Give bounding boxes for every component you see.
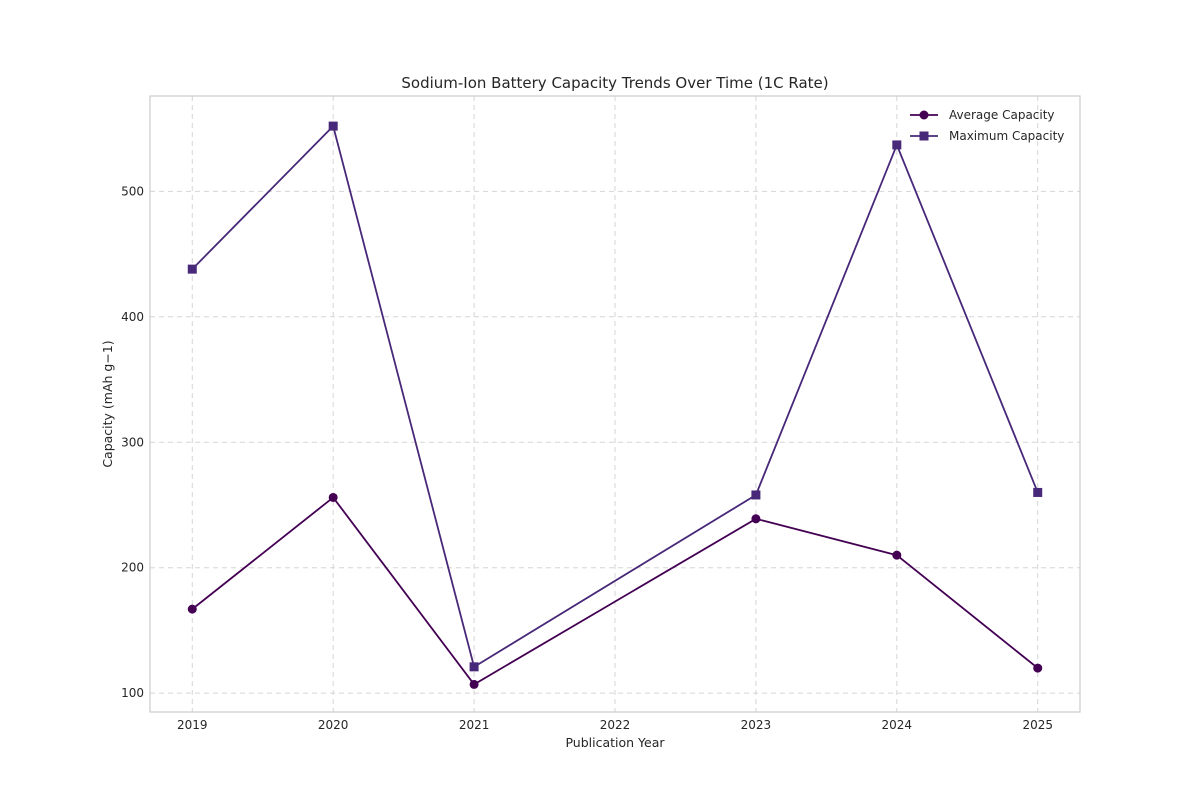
data-point-average	[892, 550, 902, 560]
y-tick-label: 500	[121, 184, 144, 198]
data-point-average	[751, 514, 761, 524]
data-point-maximum	[187, 264, 197, 274]
data-point-maximum	[328, 121, 338, 131]
data-point-average	[1033, 663, 1043, 673]
series-line-2	[191, 124, 1039, 669]
x-axis-label: Publication Year	[565, 735, 665, 750]
series-group	[187, 121, 1043, 689]
chart-title: Sodium-Ion Battery Capacity Trends Over …	[401, 74, 828, 92]
data-point-average	[469, 679, 479, 689]
y-tick-label: 100	[121, 686, 144, 700]
x-tick-label: 2019	[177, 718, 208, 732]
data-point-maximum	[892, 140, 902, 150]
data-point-average	[328, 492, 338, 502]
y-axis-label: Capacity (mAh g−1)	[100, 340, 115, 467]
data-point-maximum	[751, 490, 761, 500]
series-line-1	[191, 496, 1039, 686]
legend: Average Capacity Maximum Capacity	[910, 108, 1064, 143]
plot-frame	[149, 95, 1081, 713]
x-tick-label: 2022	[600, 718, 631, 732]
legend-marker-square	[919, 131, 929, 141]
data-point-maximum	[1033, 487, 1043, 497]
data-point-maximum	[469, 662, 479, 672]
data-point-average	[187, 604, 197, 614]
y-tick-label: 300	[121, 435, 144, 449]
y-tick-label: 200	[121, 561, 144, 575]
legend-label: Average Capacity	[949, 108, 1055, 122]
y-tick-label: 400	[121, 310, 144, 324]
x-tick-label: 2020	[318, 718, 349, 732]
legend-label: Maximum Capacity	[949, 129, 1064, 143]
x-tick-label: 2025	[1022, 718, 1053, 732]
x-tick-label: 2024	[882, 718, 913, 732]
axis-ticks: 2019 2020 2021 2022 2023 2024 2025 100 200 300 400…	[121, 184, 1053, 732]
legend-marker-circle	[919, 110, 929, 120]
x-tick-label: 2021	[459, 718, 490, 732]
grid	[150, 96, 1080, 712]
x-tick-label: 2023	[741, 718, 772, 732]
